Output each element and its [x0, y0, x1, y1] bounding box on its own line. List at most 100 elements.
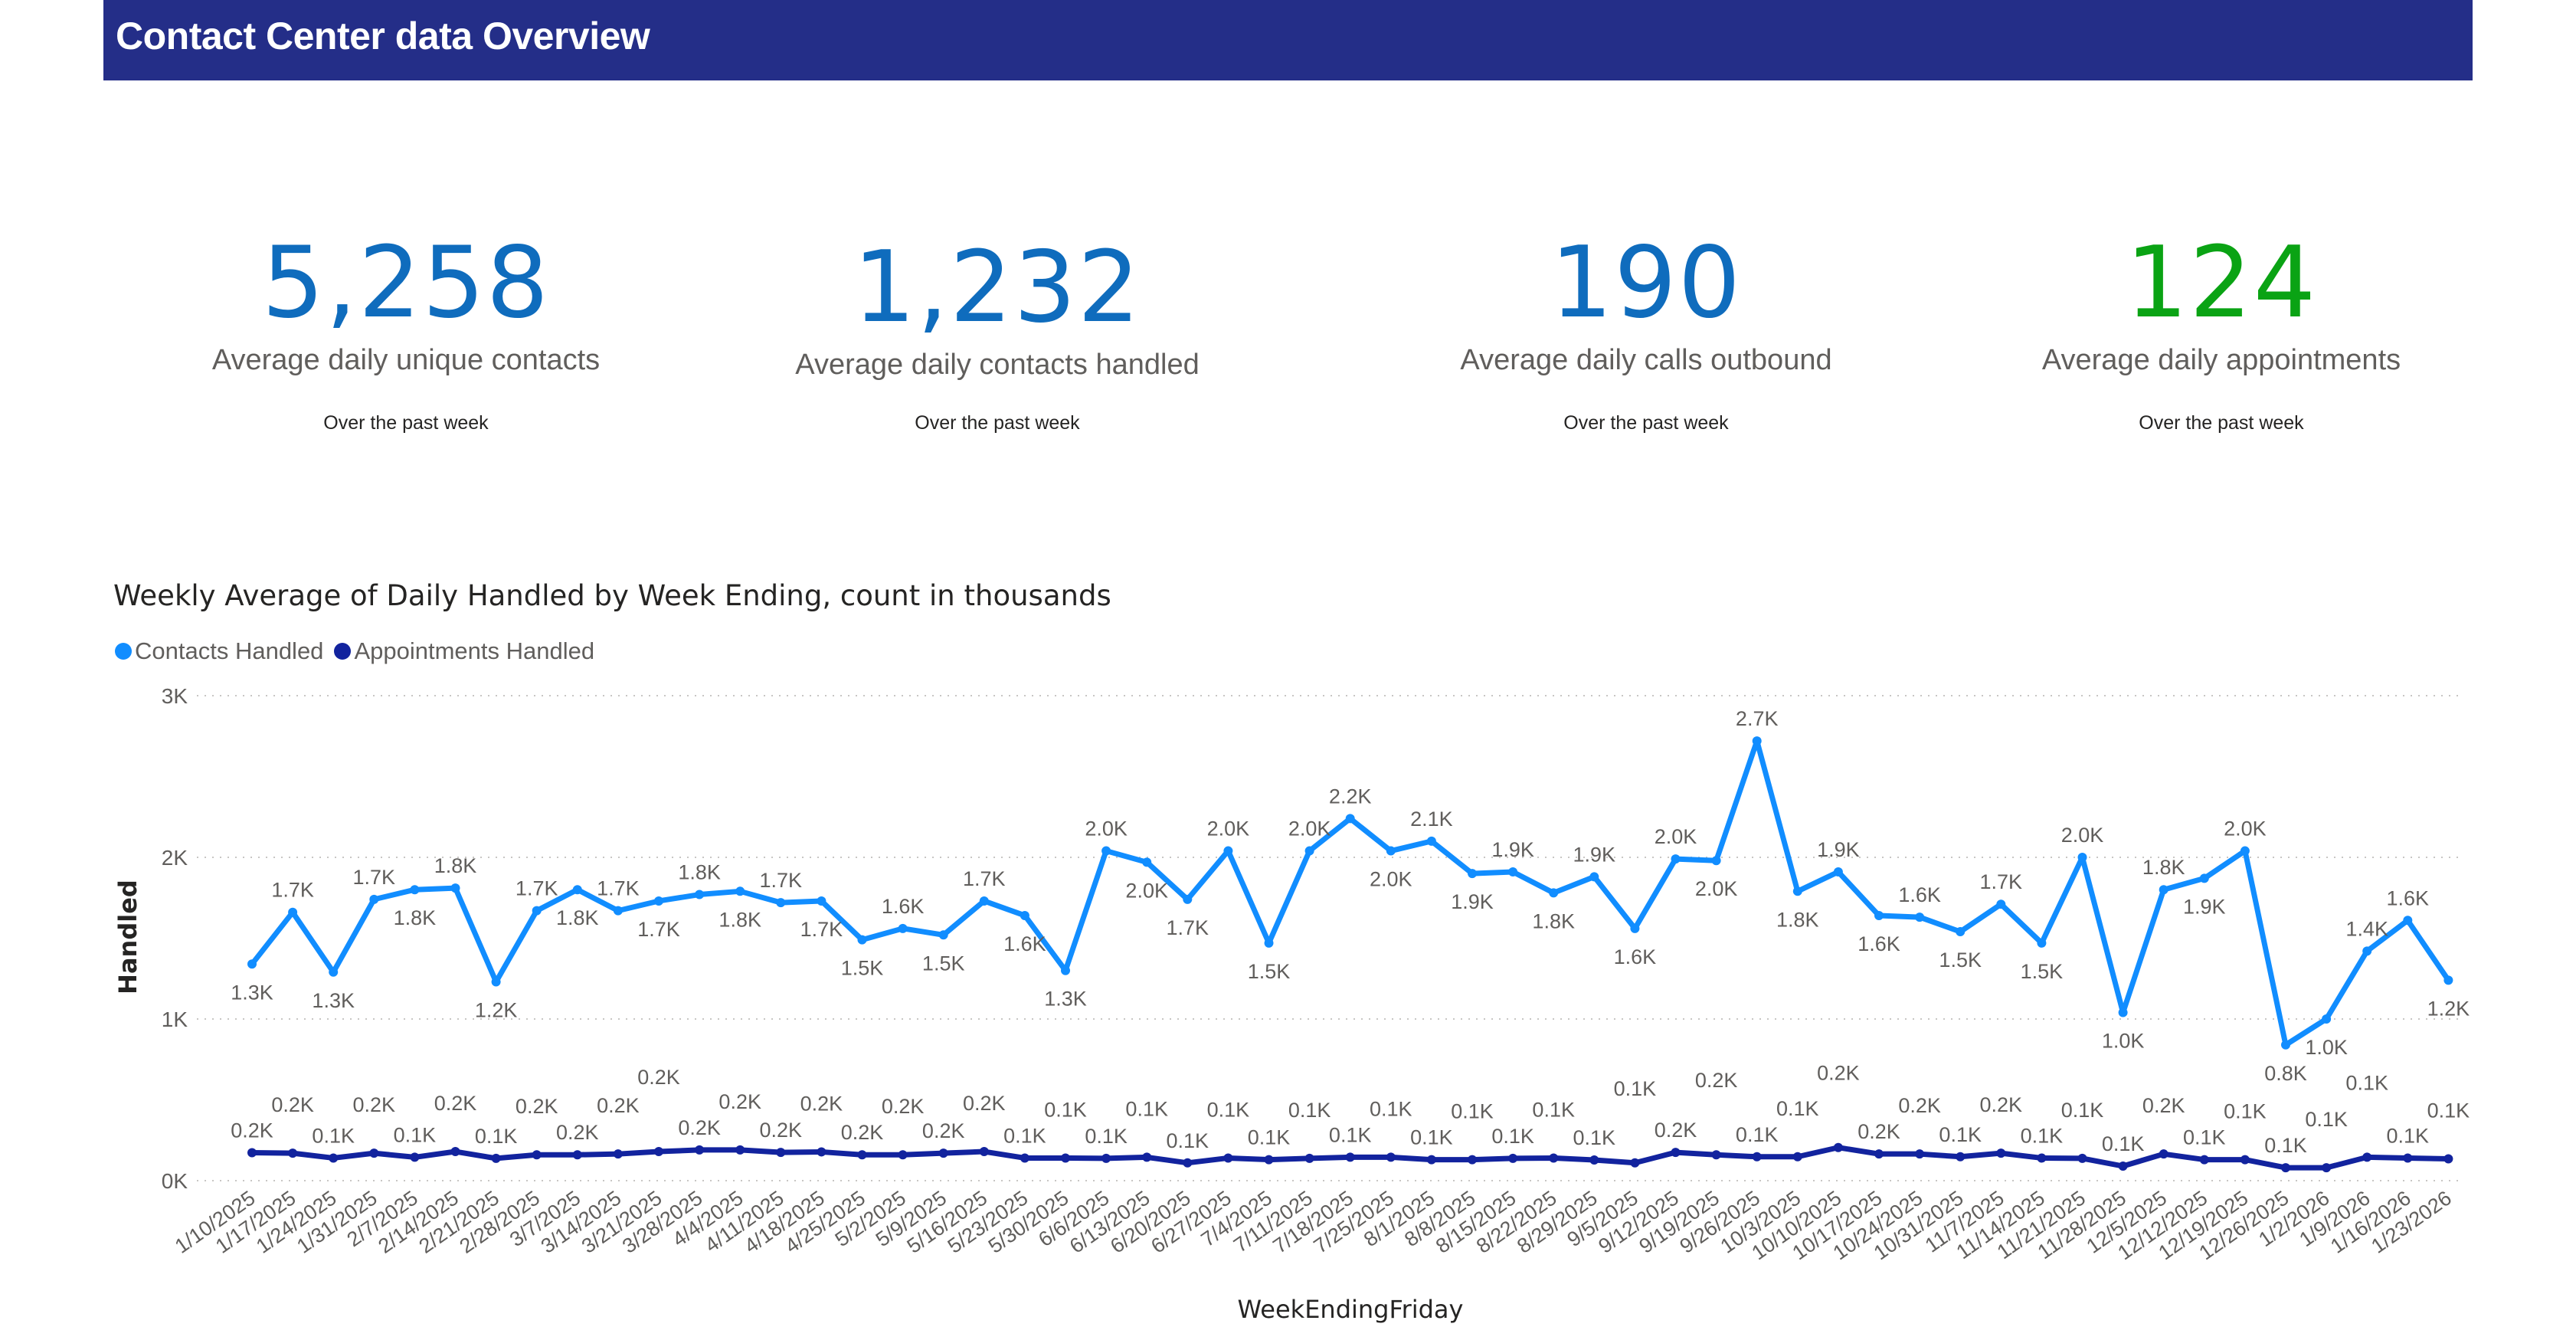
data-label: 1.6K: [882, 895, 925, 918]
kpi-subtitle: Over the past week: [323, 412, 489, 434]
kpi-value: 190: [1550, 226, 1743, 340]
data-point: [1101, 846, 1111, 856]
data-point: [247, 959, 257, 969]
data-label: 0.2K: [800, 1092, 843, 1115]
data-label: 1.6K: [1003, 932, 1046, 955]
data-point: [1264, 938, 1274, 948]
data-point: [2443, 975, 2453, 985]
data-point: [1630, 923, 1640, 933]
data-label: 0.2K: [353, 1093, 396, 1116]
data-label: 0.2K: [1655, 1119, 1697, 1142]
data-point: [1671, 854, 1681, 864]
data-point: [410, 885, 420, 895]
data-label: 0.8K: [2264, 1062, 2307, 1085]
data-point: [735, 1145, 745, 1155]
data-point: [1996, 1148, 2006, 1158]
data-point: [532, 906, 542, 916]
data-point: [695, 890, 705, 899]
data-point: [369, 1148, 379, 1158]
data-label: 0.2K: [271, 1093, 314, 1116]
data-point: [1386, 846, 1396, 856]
data-point: [450, 1147, 460, 1157]
data-label: 0.2K: [434, 1092, 477, 1115]
kpi-subtitle: Over the past week: [915, 412, 1080, 434]
data-label: 0.1K: [2387, 1124, 2430, 1147]
data-label: 0.1K: [1207, 1098, 1250, 1121]
data-point: [1549, 1153, 1559, 1163]
data-label: 1.5K: [1248, 960, 1291, 983]
data-point: [817, 896, 826, 906]
data-point: [1468, 869, 1477, 879]
data-label: 0.1K: [1370, 1097, 1412, 1120]
data-label: 0.2K: [231, 1119, 273, 1142]
data-point: [572, 1150, 582, 1160]
data-label: 1.7K: [800, 918, 843, 941]
data-point: [1874, 1149, 1884, 1159]
data-label: 2.0K: [1085, 817, 1128, 840]
data-label: 2.2K: [1329, 785, 1372, 808]
data-point: [1304, 846, 1314, 856]
data-point: [2037, 1153, 2047, 1163]
data-point: [1223, 846, 1233, 856]
data-point: [2077, 1153, 2087, 1163]
data-point: [1549, 888, 1559, 898]
data-label: 0.1K: [1248, 1126, 1291, 1149]
data-label: 2.7K: [1736, 707, 1779, 730]
kpi-card-contacts-handled: 1,232 Average daily contacts handled Ove…: [729, 231, 1265, 434]
data-label: 2.0K: [1207, 817, 1250, 840]
data-point: [288, 1148, 298, 1158]
data-point: [1142, 857, 1152, 867]
data-label: 0.1K: [1167, 1129, 1209, 1152]
data-point: [1508, 867, 1518, 876]
data-point: [1956, 927, 1966, 937]
data-point: [1996, 899, 2006, 909]
data-point: [2443, 1154, 2453, 1164]
data-label: 0.2K: [1817, 1062, 1860, 1085]
data-point: [2322, 1163, 2332, 1173]
data-point: [2403, 1153, 2413, 1163]
data-point: [1711, 1150, 1721, 1160]
data-point: [1142, 1152, 1152, 1162]
data-label: 0.1K: [1491, 1125, 1534, 1148]
data-label: 0.1K: [1329, 1123, 1372, 1146]
data-point: [1426, 836, 1436, 846]
data-point: [654, 896, 663, 906]
data-point: [938, 1148, 948, 1158]
data-label: 1.7K: [597, 877, 640, 900]
data-point: [613, 906, 623, 916]
data-point: [898, 923, 908, 933]
data-point: [1630, 1158, 1640, 1168]
data-label: 0.1K: [2345, 1071, 2388, 1094]
data-point: [2037, 938, 2047, 948]
data-point: [857, 1150, 867, 1160]
data-label: 0.1K: [312, 1124, 355, 1147]
legend-item-appointments[interactable]: Appointments Handled: [334, 637, 594, 665]
kpi-label: Average daily calls outbound: [1460, 344, 1832, 376]
data-label: 1.6K: [1858, 932, 1900, 955]
legend-item-contacts[interactable]: Contacts Handled: [115, 637, 323, 665]
data-label: 0.1K: [2264, 1134, 2307, 1157]
data-label: 2.0K: [1655, 825, 1697, 848]
data-point: [2159, 1149, 2168, 1159]
data-point: [1711, 856, 1721, 866]
data-label: 1.3K: [231, 981, 273, 1004]
data-point: [2403, 916, 2413, 926]
data-point: [491, 977, 501, 987]
data-point: [1426, 1155, 1436, 1165]
data-label: 0.2K: [963, 1092, 1006, 1115]
data-label: 0.2K: [1898, 1094, 1941, 1117]
data-label: 1.8K: [1532, 909, 1575, 932]
data-point: [857, 935, 867, 945]
data-label: 2.0K: [1288, 817, 1331, 840]
data-point: [329, 1153, 339, 1163]
data-label: 0.2K: [1695, 1069, 1738, 1092]
data-point: [776, 1148, 786, 1158]
data-point: [1183, 1158, 1193, 1168]
data-label: 0.1K: [1125, 1097, 1168, 1120]
data-point: [2159, 885, 2168, 895]
data-label: 1.9K: [1451, 890, 1494, 913]
data-point: [1589, 872, 1599, 882]
data-point: [735, 886, 745, 896]
kpi-label: Average daily unique contacts: [211, 344, 601, 376]
